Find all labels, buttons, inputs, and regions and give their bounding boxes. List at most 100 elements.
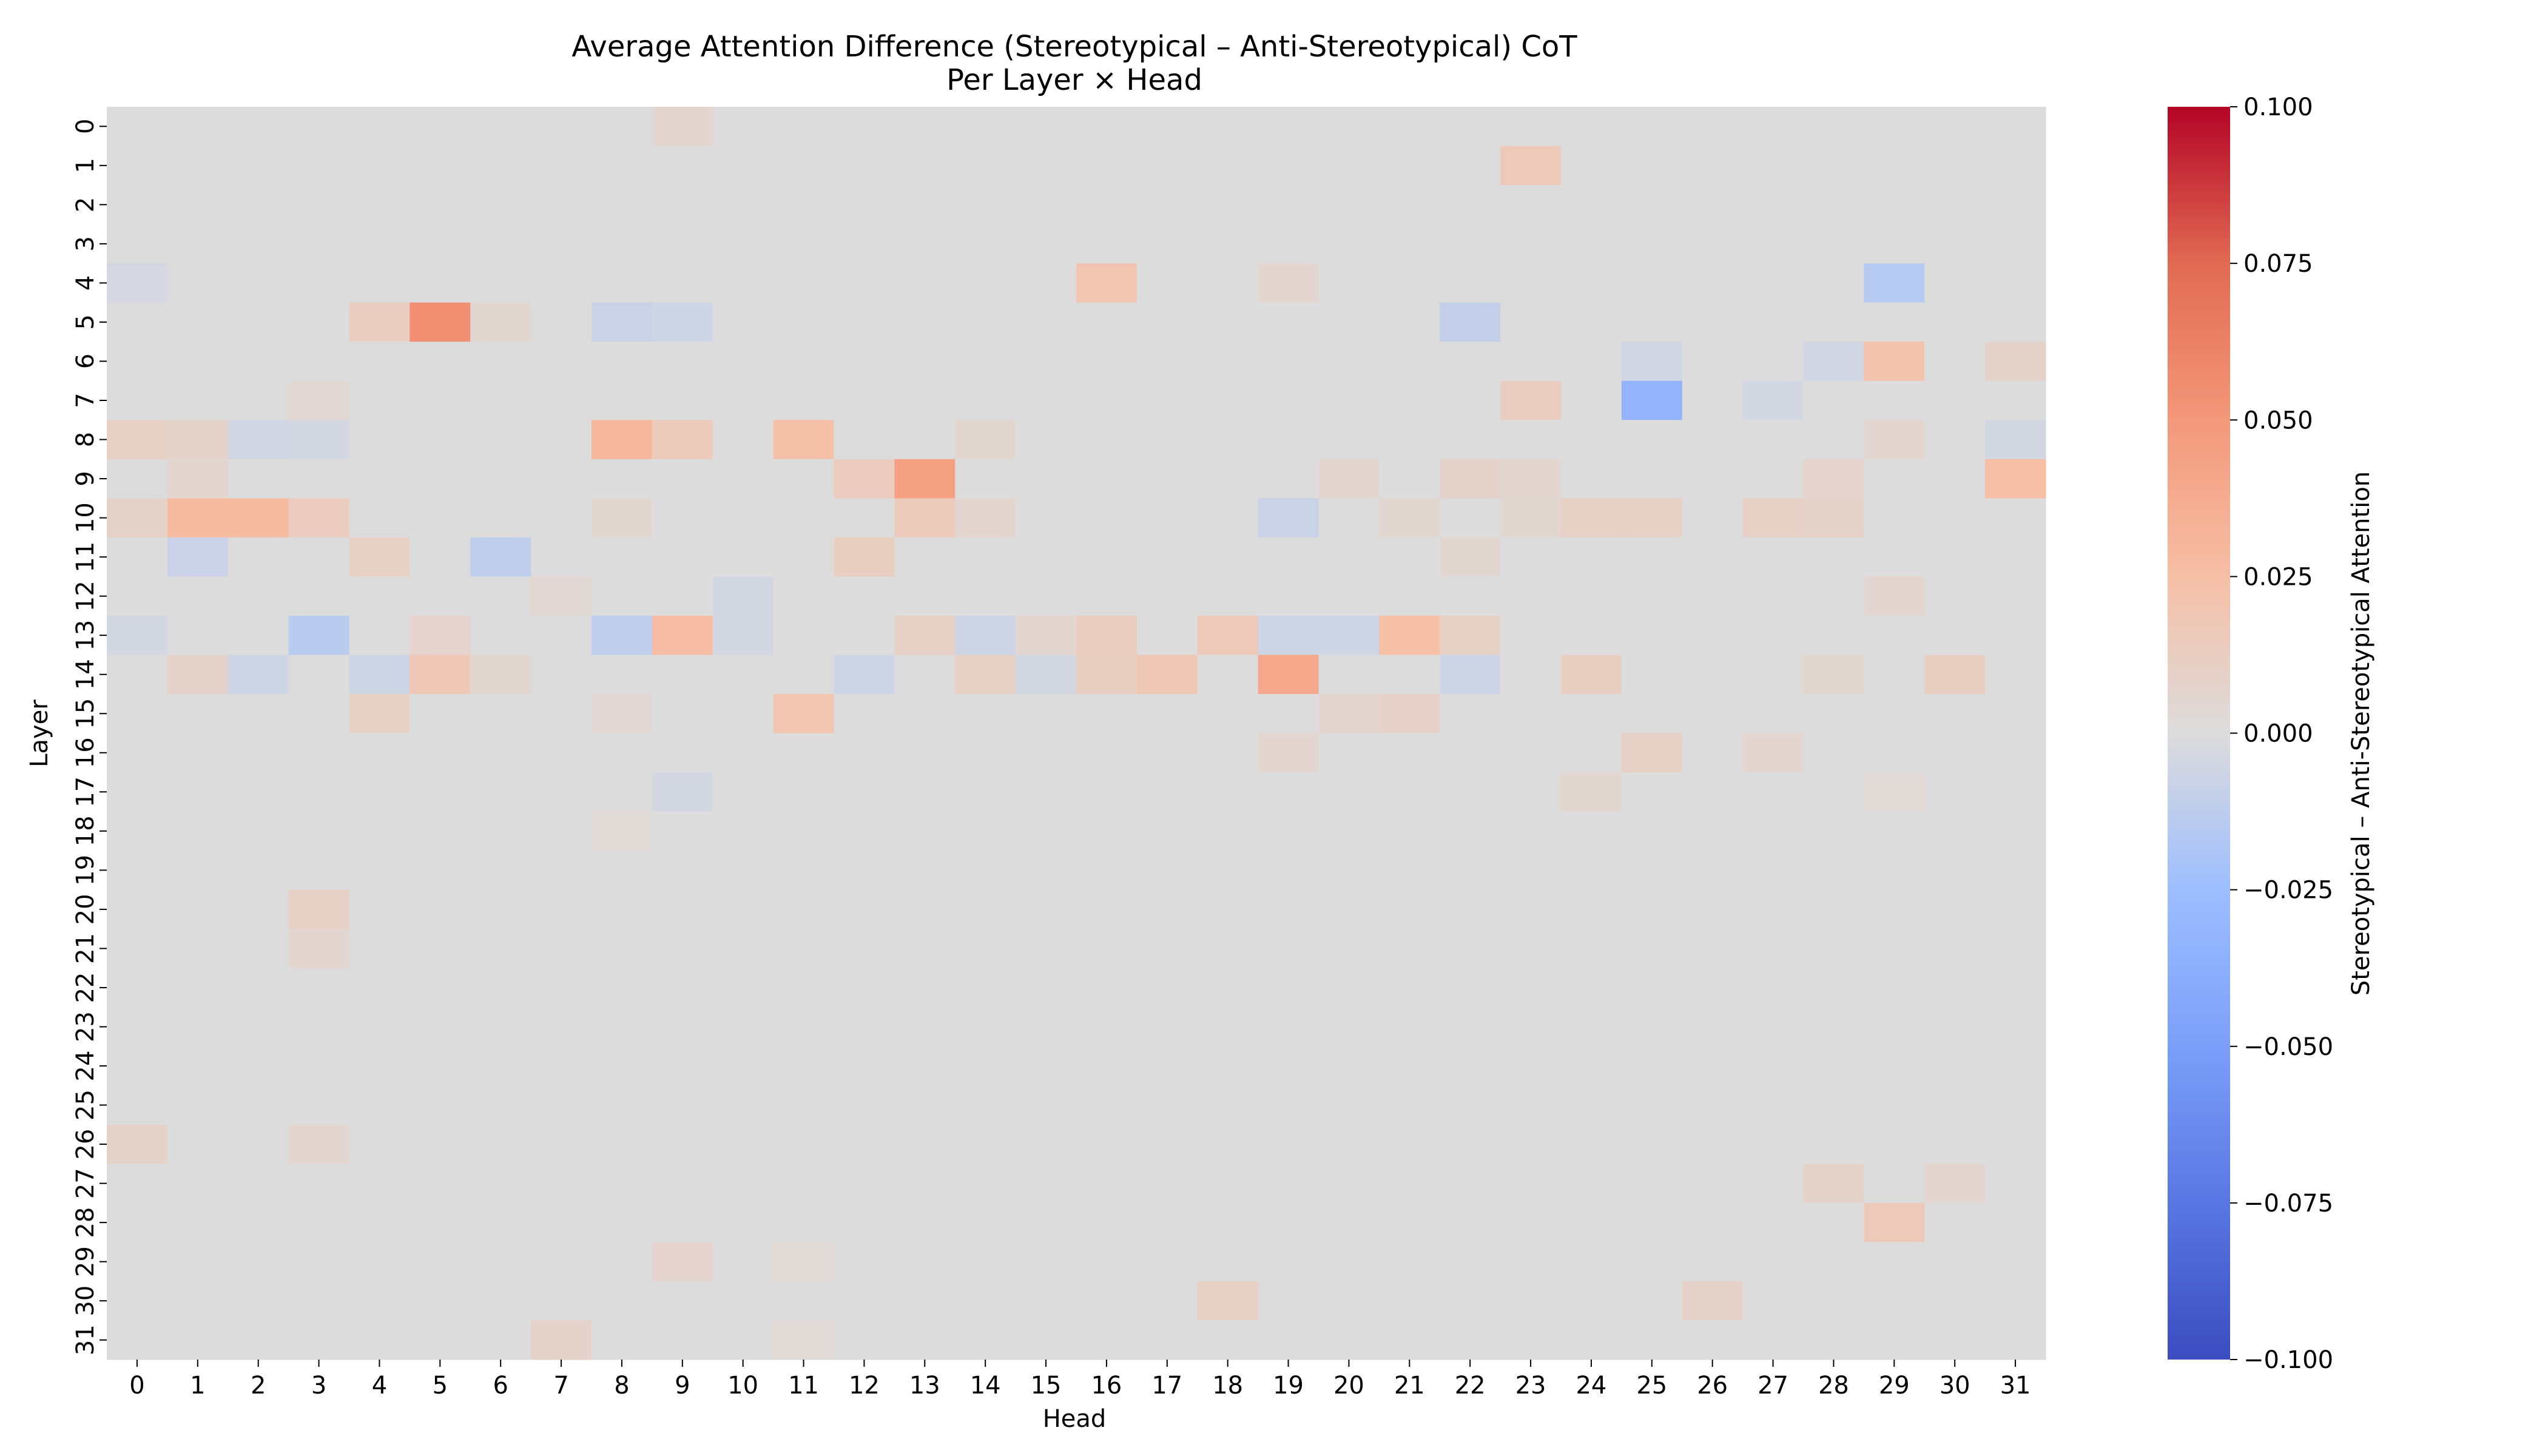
heatmap-cell [894,1320,956,1360]
heatmap-cell [1440,263,1501,303]
heatmap-cell [955,224,1016,264]
heatmap-cell [712,733,774,773]
heatmap-cell [1136,1046,1198,1086]
heatmap-cell [1742,380,1804,420]
heatmap-cell [1742,1202,1804,1243]
y-tick-label: 22 [72,972,99,1003]
heatmap-cell [1864,1085,1925,1125]
heatmap-cell [955,1202,1016,1243]
heatmap-cell [1742,1124,1804,1164]
heatmap-cell [955,420,1016,460]
heatmap-cell [1803,263,1864,303]
heatmap-cell [1258,1046,1320,1086]
heatmap-cell [894,459,956,499]
heatmap-cell [531,968,592,1008]
heatmap-cell [1621,851,1683,891]
heatmap-cell [1379,615,1440,656]
heatmap-cell [1621,1164,1683,1204]
heatmap-cell [1621,929,1683,969]
y-tick-label: 7 [72,393,99,408]
heatmap-cell [1500,1202,1562,1243]
heatmap-cell [592,968,653,1008]
heatmap-cell [167,1085,229,1125]
heatmap-cell [1864,1124,1925,1164]
heatmap-cell [1864,263,1925,303]
heatmap-cell [955,1046,1016,1086]
heatmap-cell [1136,380,1198,420]
colorbar-label: Stereotypical – Anti-Stereotypical Atten… [2347,471,2375,996]
heatmap-cell [167,811,229,851]
heatmap-cell [1742,733,1804,773]
heatmap-cell [1985,1124,2046,1164]
heatmap-cell [1258,1007,1320,1047]
heatmap-cell [1197,420,1259,460]
y-tick-label: 30 [72,1286,99,1316]
x-tick-label: 23 [1515,1372,1546,1400]
heatmap-cell [349,420,410,460]
heatmap-cell [1379,263,1440,303]
heatmap-cell [167,224,229,264]
heatmap-cell [1318,537,1380,577]
heatmap-cell [1076,889,1138,929]
heatmap-cell [1985,380,2046,420]
heatmap-cell [1258,1320,1320,1360]
heatmap-cell [1379,342,1440,382]
heatmap-cell [1924,1281,1986,1321]
heatmap-cell [1561,498,1622,538]
heatmap-cell [1924,498,1986,538]
heatmap-cell [1379,420,1440,460]
heatmap-cell [1500,459,1562,499]
heatmap-cell [1076,224,1138,264]
heatmap-cell [1076,655,1138,695]
heatmap-cell [1864,889,1925,929]
heatmap-cell [1864,420,1925,460]
heatmap-cell [1924,655,1986,695]
heatmap-cell [1379,1085,1440,1125]
heatmap-cell [652,772,713,812]
heatmap-cell [1016,615,1077,656]
heatmap-cell [652,537,713,577]
x-tick-label: 3 [311,1372,326,1400]
heatmap-cell [1924,146,1986,186]
heatmap-cell [1500,851,1562,891]
heatmap-cell [773,576,835,616]
heatmap-cell [712,498,774,538]
heatmap-cell [1076,1164,1138,1204]
heatmap-cell [1985,459,2046,499]
heatmap-cell [1924,851,1986,891]
heatmap-cell [288,1085,350,1125]
heatmap-cell [592,498,653,538]
heatmap-cell [652,576,713,616]
heatmap-cell [1197,693,1259,734]
heatmap-cell [1682,342,1744,382]
heatmap-cell [652,107,713,147]
heatmap-cell [894,889,956,929]
heatmap-cell [107,302,168,342]
heatmap-cell [1561,772,1622,812]
heatmap-cell [349,1320,410,1360]
heatmap-cell [1197,380,1259,420]
heatmap-cell [1621,615,1683,656]
y-tick-label: 0 [72,119,99,134]
heatmap-cell [107,811,168,851]
heatmap-cell [410,693,471,734]
heatmap-cell [1258,185,1320,225]
heatmap-cell [1318,968,1380,1008]
heatmap-cell [228,1281,289,1321]
heatmap-cell [167,1320,229,1360]
heatmap-cell [167,1164,229,1204]
heatmap-cell [470,968,531,1008]
heatmap-cell [773,420,835,460]
heatmap-cell [1561,1085,1622,1125]
y-tick-label: 24 [72,1051,99,1082]
heatmap-cell [1016,146,1077,186]
heatmap-cell [228,185,289,225]
heatmap-cell [1985,811,2046,851]
heatmap-cell [834,615,895,656]
heatmap-cell [592,1007,653,1047]
heatmap-cell [1864,615,1925,656]
heatmap-cell [1197,1164,1259,1204]
x-tick-label: 16 [1091,1372,1122,1400]
heatmap-cell [1379,811,1440,851]
heatmap-cell [1500,615,1562,656]
